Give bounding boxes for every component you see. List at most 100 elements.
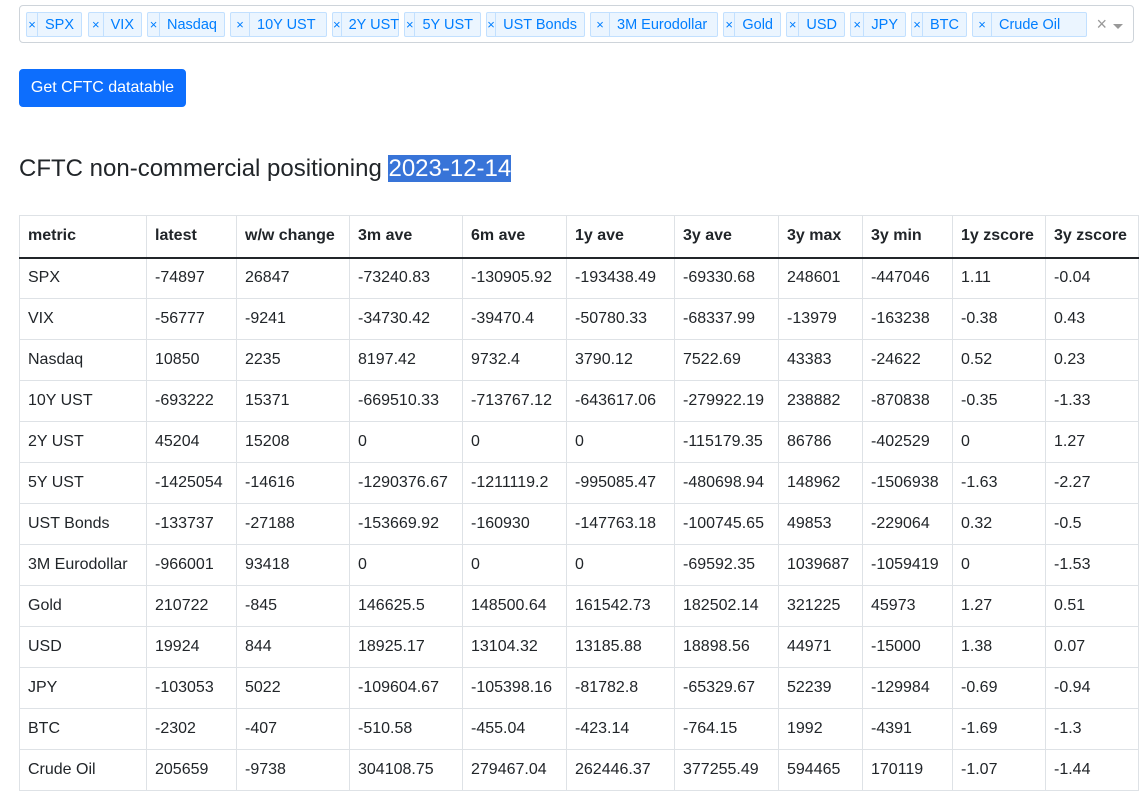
metric-cell: Gold	[19, 585, 147, 627]
table-cell: 377255.49	[674, 749, 779, 791]
table-cell: 0	[952, 544, 1046, 586]
column-header: 3y min	[862, 215, 953, 259]
table-row: SPX -74897 26847 -73240.83 -130905.92 -193438…	[19, 257, 1139, 299]
column-header: 1y zscore	[952, 215, 1046, 259]
column-header: latest	[146, 215, 237, 259]
table-cell: -1211119.2	[462, 462, 567, 504]
metric-cell: SPX	[19, 257, 147, 299]
table-cell: 0.07	[1045, 626, 1139, 668]
tag-item: × USD	[786, 12, 845, 37]
remove-tag-icon[interactable]: ×	[487, 13, 497, 36]
remove-tag-icon[interactable]: ×	[405, 13, 416, 36]
table-cell: -0.38	[952, 298, 1046, 340]
metric-cell: USD	[19, 626, 147, 668]
tag-item: × 2Y UST	[332, 12, 399, 37]
remove-tag-icon[interactable]: ×	[333, 13, 342, 36]
table-cell: -147763.18	[566, 503, 675, 545]
metric-cell: VIX	[19, 298, 147, 340]
table-cell: 248601	[778, 257, 863, 299]
table-row: USD 19924 844 18925.17 13104.32 13185.88 18898…	[19, 626, 1139, 668]
table-cell: 93418	[236, 544, 350, 586]
remove-tag-icon[interactable]: ×	[787, 13, 800, 36]
remove-tag-icon[interactable]: ×	[27, 13, 38, 36]
table-row: JPY -103053 5022 -109604.67 -105398.16 -81782…	[19, 667, 1139, 709]
table-cell: -105398.16	[462, 667, 567, 709]
table-row: 5Y UST -1425054 -14616 -1290376.67 -1211119.…	[19, 462, 1139, 504]
table-cell: -130905.92	[462, 257, 567, 299]
table-cell: -0.94	[1045, 667, 1139, 709]
table-cell: -0.04	[1045, 257, 1139, 299]
get-datatable-button[interactable]: Get CFTC datatable	[19, 69, 186, 107]
tag-label: VIX	[110, 16, 134, 33]
table-cell: 3790.12	[566, 339, 675, 381]
table-cell: 146625.5	[349, 585, 463, 627]
table-cell: 1.38	[952, 626, 1046, 668]
table-cell: 1.11	[952, 257, 1046, 299]
table-cell: -870838	[862, 380, 953, 422]
metric-cell: 3M Eurodollar	[19, 544, 147, 586]
tag-label: Nasdaq	[167, 16, 217, 33]
table-cell: 7522.69	[674, 339, 779, 381]
remove-tag-icon[interactable]: ×	[231, 13, 250, 36]
table-cell: 5022	[236, 667, 350, 709]
table-cell: 0.52	[952, 339, 1046, 381]
table-cell: -0.5	[1045, 503, 1139, 545]
table-cell: 44971	[778, 626, 863, 668]
asset-multi-select[interactable]: × SPX × VIX × Nasdaq × 10Y UST × 2Y UST × 5Y UST × US…	[19, 5, 1134, 43]
table-cell: -764.15	[674, 708, 779, 750]
table-row: Gold 210722 -845 146625.5 148500.64 161542.73…	[19, 585, 1139, 627]
tag-item: × VIX	[88, 12, 142, 37]
table-cell: 210722	[146, 585, 237, 627]
table-cell: -14616	[236, 462, 350, 504]
table-row: VIX -56777 -9241 -34730.42 -39470.4 -50780.33…	[19, 298, 1139, 340]
table-cell: 161542.73	[566, 585, 675, 627]
table-cell: 2235	[236, 339, 350, 381]
remove-tag-icon[interactable]: ×	[851, 13, 865, 36]
table-cell: 279467.04	[462, 749, 567, 791]
table-cell: -1.33	[1045, 380, 1139, 422]
table-cell: -1.63	[952, 462, 1046, 504]
tag-label: USD	[806, 16, 837, 33]
metric-cell: UST Bonds	[19, 503, 147, 545]
table-cell: -713767.12	[462, 380, 567, 422]
table-cell: -423.14	[566, 708, 675, 750]
table-cell: -24622	[862, 339, 953, 381]
table-cell: -2302	[146, 708, 237, 750]
clear-all-icon[interactable]: ×	[1096, 14, 1107, 34]
table-cell: 45973	[862, 585, 953, 627]
column-header: 6m ave	[462, 215, 567, 259]
table-cell: -1.44	[1045, 749, 1139, 791]
table-cell: -115179.35	[674, 421, 779, 463]
table-cell: -0.69	[952, 667, 1046, 709]
remove-tag-icon[interactable]: ×	[148, 13, 161, 36]
table-cell: 262446.37	[566, 749, 675, 791]
table-cell: 304108.75	[349, 749, 463, 791]
remove-tag-icon[interactable]: ×	[912, 13, 923, 36]
metric-cell: BTC	[19, 708, 147, 750]
remove-tag-icon[interactable]: ×	[724, 13, 736, 36]
table-cell: 13185.88	[566, 626, 675, 668]
table-cell: 0.23	[1045, 339, 1139, 381]
table-cell: -9738	[236, 749, 350, 791]
table-cell: 321225	[778, 585, 863, 627]
remove-tag-icon[interactable]: ×	[591, 13, 610, 36]
metric-cell: 2Y UST	[19, 421, 147, 463]
table-row: Nasdaq 10850 2235 8197.42 9732.4 3790.12 7522.…	[19, 339, 1139, 381]
table-cell: 0	[566, 544, 675, 586]
tag-label: 2Y UST	[348, 16, 400, 33]
table-row: 10Y UST -693222 15371 -669510.33 -713767.12-…	[19, 380, 1139, 422]
table-cell: 844	[236, 626, 350, 668]
table-cell: 0.43	[1045, 298, 1139, 340]
remove-tag-icon[interactable]: ×	[973, 13, 992, 36]
table-cell: 49853	[778, 503, 863, 545]
column-header: 3y zscore	[1045, 215, 1139, 259]
table-cell: -966001	[146, 544, 237, 586]
column-header: 3y max	[778, 215, 863, 259]
table-cell: -1506938	[862, 462, 953, 504]
table-cell: -407	[236, 708, 350, 750]
remove-tag-icon[interactable]: ×	[89, 13, 104, 36]
table-row: BTC -2302 -407 -510.58 -455.04 -423.14 -764.15…	[19, 708, 1139, 750]
table-cell: -229064	[862, 503, 953, 545]
dropdown-arrow-icon[interactable]	[1113, 24, 1123, 29]
table-cell: -455.04	[462, 708, 567, 750]
